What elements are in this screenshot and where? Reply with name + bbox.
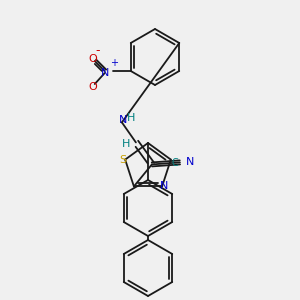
Text: H: H xyxy=(122,140,130,149)
Text: N: N xyxy=(160,182,168,191)
Text: N: N xyxy=(186,158,194,167)
Text: +: + xyxy=(110,58,118,68)
Text: -: - xyxy=(95,44,100,58)
Text: O: O xyxy=(88,54,97,64)
Text: C: C xyxy=(172,158,178,168)
Text: H: H xyxy=(127,113,135,123)
Text: N: N xyxy=(100,68,109,78)
Text: O: O xyxy=(88,82,97,92)
Text: N: N xyxy=(119,116,127,125)
Text: S: S xyxy=(120,154,127,165)
